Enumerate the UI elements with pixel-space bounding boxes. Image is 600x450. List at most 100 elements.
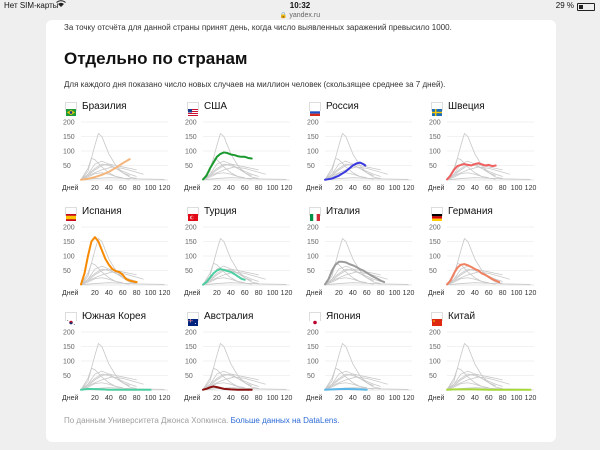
x-tick-label: 20 xyxy=(91,290,99,297)
x-tick-label: 120 xyxy=(403,290,415,297)
country-panel: Турция 50 100 150 200 Дней 20 40 60 80 100 120 xyxy=(184,203,304,307)
flag-turkey-icon xyxy=(187,206,199,221)
country-header: Турция xyxy=(187,205,237,221)
comparison-series-line xyxy=(80,342,137,390)
x-tick-label: 120 xyxy=(525,290,537,297)
comparison-series-line xyxy=(80,163,137,180)
flag-japan-icon xyxy=(309,311,321,326)
comparison-series-line xyxy=(446,277,489,286)
x-tick-label: 80 xyxy=(377,185,385,192)
country-header: Южная Корея xyxy=(65,310,146,326)
x-tick-label: 60 xyxy=(485,395,493,402)
y-tick-label: 200 xyxy=(185,225,197,232)
country-header: Япония xyxy=(309,310,361,326)
y-tick-label: 100 xyxy=(307,149,319,156)
x-axis-label: Дней xyxy=(62,394,78,402)
country-panel: Южная Корея 50 100 150 200 Дней 20 40 60 80 100 120 xyxy=(62,308,182,412)
x-tick-label: 20 xyxy=(457,290,465,297)
comparison-series-line xyxy=(446,160,496,180)
y-tick-label: 50 xyxy=(63,268,71,275)
comparison-series-line xyxy=(446,132,503,180)
comparison-series-line xyxy=(80,277,123,286)
y-tick-label: 200 xyxy=(307,225,319,232)
country-panel: Испания 50 100 150 200 Дней 20 40 60 80 100 120 xyxy=(62,203,182,307)
comparison-series-line xyxy=(324,370,374,390)
country-series-line xyxy=(324,260,386,286)
x-tick-label: 40 xyxy=(471,290,479,297)
country-header: Австралия xyxy=(187,310,254,326)
x-tick-label: 60 xyxy=(363,395,371,402)
country-series-line xyxy=(80,387,152,391)
comparison-series-line xyxy=(446,268,503,285)
y-tick-label: 150 xyxy=(63,344,75,351)
flag-australia-icon xyxy=(187,311,199,326)
x-axis-label: Дней xyxy=(62,289,78,297)
x-tick-label: 40 xyxy=(227,290,235,297)
y-tick-label: 100 xyxy=(307,359,319,366)
country-panel: Китай 50 100 150 200 Дней 20 40 60 80 100 120 xyxy=(428,308,548,412)
x-tick-label: 100 xyxy=(511,290,523,297)
x-tick-label: 120 xyxy=(159,395,171,402)
x-axis-label: Дней xyxy=(62,184,78,192)
comparison-series-line xyxy=(80,166,144,180)
country-header: США xyxy=(187,100,227,116)
x-tick-label: 80 xyxy=(377,290,385,297)
x-tick-label: 40 xyxy=(227,185,235,192)
address-bar[interactable]: 🔒 yandex.ru xyxy=(0,11,600,21)
y-tick-label: 50 xyxy=(307,163,315,170)
y-tick-label: 150 xyxy=(185,134,197,141)
comparison-series-line xyxy=(202,160,252,180)
comparison-series-line xyxy=(202,177,287,181)
comparison-series-line xyxy=(324,166,388,180)
x-axis-label: Дней xyxy=(184,289,200,297)
x-tick-label: 40 xyxy=(471,395,479,402)
section-description: Для каждого дня показано число новых слу… xyxy=(64,80,446,89)
comparison-series-line xyxy=(202,376,266,390)
x-tick-label: 120 xyxy=(281,185,293,192)
country-name: Германия xyxy=(448,205,493,217)
x-tick-label: 100 xyxy=(389,185,401,192)
x-axis-label: Дней xyxy=(306,394,322,402)
country-header: Бразилия xyxy=(65,100,127,116)
x-tick-label: 80 xyxy=(499,290,507,297)
y-tick-label: 100 xyxy=(185,359,197,366)
x-tick-label: 120 xyxy=(525,185,537,192)
x-tick-label: 20 xyxy=(213,185,221,192)
comparison-series-line xyxy=(446,172,489,181)
comparison-series-line xyxy=(324,271,388,285)
flag-spain-icon xyxy=(65,206,77,221)
comparison-series-line xyxy=(324,237,381,285)
comparison-series-line xyxy=(80,370,130,390)
datalens-link[interactable]: Больше данных на DataLens. xyxy=(230,416,340,425)
y-tick-label: 200 xyxy=(185,120,197,127)
x-tick-label: 100 xyxy=(145,290,157,297)
country-charts-grid: Бразилия 50 100 150 200 Дней 20 40 60 80 100 120 США… xyxy=(62,98,552,418)
x-tick-label: 80 xyxy=(499,185,507,192)
comparison-series-line xyxy=(202,370,252,390)
comparison-series-line xyxy=(202,132,259,180)
y-tick-label: 150 xyxy=(429,344,441,351)
y-tick-label: 100 xyxy=(429,254,441,261)
x-tick-label: 20 xyxy=(335,185,343,192)
comparison-series-line xyxy=(446,163,503,180)
carrier-label: Нет SIM-карты xyxy=(4,1,59,10)
comparison-series-line xyxy=(324,265,374,285)
x-tick-label: 20 xyxy=(213,290,221,297)
country-name: Россия xyxy=(326,100,359,112)
x-tick-label: 60 xyxy=(241,395,249,402)
country-series-line xyxy=(446,162,497,181)
comparison-series-line xyxy=(446,271,510,285)
flag-germany-icon xyxy=(431,206,443,221)
comparison-series-line xyxy=(202,172,245,181)
comparison-series-line xyxy=(324,342,381,390)
comparison-series-line xyxy=(324,132,381,180)
country-panel: Россия 50 100 150 200 Дней 20 40 60 80 100 120 xyxy=(306,98,426,202)
x-axis-label: Дней xyxy=(184,184,200,192)
lock-icon: 🔒 xyxy=(279,13,288,19)
comparison-series-line xyxy=(80,382,123,391)
country-name: Австралия xyxy=(204,310,254,322)
y-tick-label: 100 xyxy=(185,254,197,261)
flag-south-korea-icon xyxy=(65,311,77,326)
y-tick-label: 50 xyxy=(429,163,437,170)
comparison-series-line xyxy=(324,160,374,180)
